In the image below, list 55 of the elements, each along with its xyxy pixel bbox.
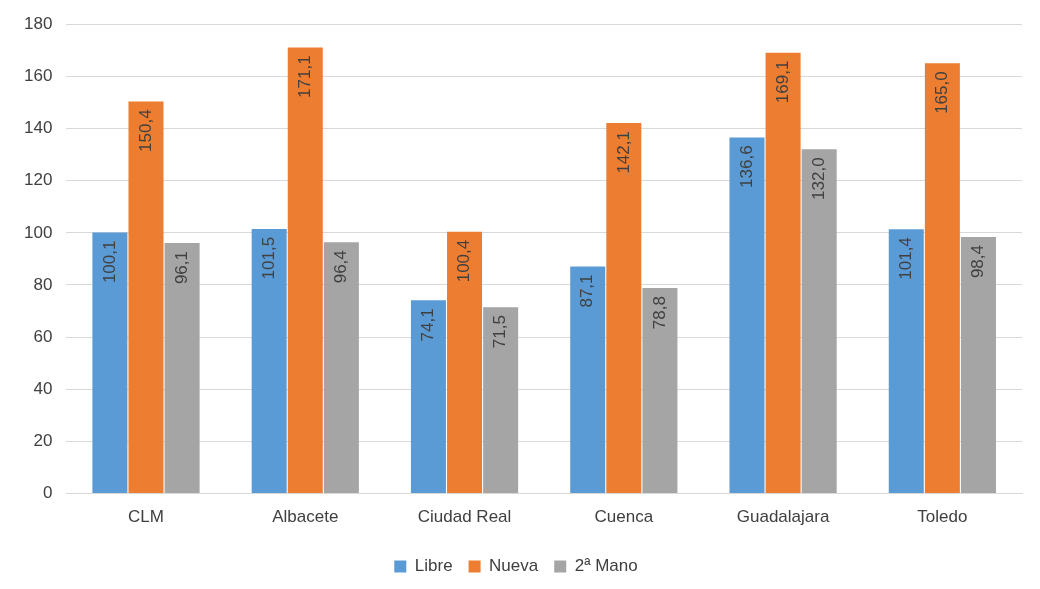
bar xyxy=(960,237,996,494)
bar xyxy=(888,229,924,494)
data-label: 100,4 xyxy=(454,239,474,283)
y-tick-label: 80 xyxy=(33,274,53,294)
data-label: 71,5 xyxy=(490,315,510,349)
legend-label: Nueva xyxy=(489,556,539,576)
data-label: 150,4 xyxy=(135,109,155,152)
data-label: 96,4 xyxy=(331,250,351,284)
data-label: 136,6 xyxy=(736,145,756,188)
y-tick-label: 140 xyxy=(23,118,53,138)
bar xyxy=(410,300,446,494)
data-label: 101,4 xyxy=(895,237,915,280)
bar xyxy=(164,242,200,494)
y-tick-label: 120 xyxy=(23,170,53,190)
data-label: 171,1 xyxy=(294,55,314,98)
bar xyxy=(729,137,765,494)
bar xyxy=(801,149,837,494)
y-tick-label: 20 xyxy=(33,431,53,451)
legend-label: 2ª Mano xyxy=(574,556,638,576)
x-tick-label: Albacete xyxy=(272,507,339,527)
y-tick-label: 60 xyxy=(33,326,53,346)
legend-label: Libre xyxy=(414,556,453,576)
x-tick-label: Cuenca xyxy=(594,507,654,527)
data-label: 142,1 xyxy=(613,131,633,174)
data-label: 101,5 xyxy=(258,236,278,280)
data-label: 165,0 xyxy=(932,71,952,114)
y-tick-label: 180 xyxy=(23,13,53,33)
x-tick-label: Ciudad Real xyxy=(417,507,512,527)
y-tick-label: 0 xyxy=(42,483,53,503)
bar xyxy=(642,288,678,494)
x-tick-label: CLM xyxy=(128,507,164,527)
data-label: 169,1 xyxy=(772,60,792,104)
bar xyxy=(251,228,287,494)
bar xyxy=(924,63,960,494)
data-label: 98,4 xyxy=(968,244,988,279)
data-label: 78,8 xyxy=(649,296,669,330)
y-tick-label: 160 xyxy=(23,66,53,86)
data-label: 87,1 xyxy=(577,274,597,308)
bar xyxy=(92,232,128,494)
data-label: 132,0 xyxy=(808,157,828,200)
bar xyxy=(606,123,642,494)
bar xyxy=(570,266,606,494)
bar xyxy=(128,101,164,494)
bar xyxy=(323,242,359,494)
x-tick-label: Toledo xyxy=(917,507,968,527)
bar xyxy=(765,52,801,494)
bar xyxy=(447,231,483,494)
data-label: 74,1 xyxy=(418,308,438,342)
y-tick-label: 40 xyxy=(33,378,53,398)
data-label: 96,1 xyxy=(171,250,191,285)
y-tick-label: 100 xyxy=(23,222,53,242)
bar xyxy=(483,307,519,494)
data-label: 100,1 xyxy=(99,240,119,284)
bar xyxy=(287,47,323,494)
x-tick-label: Guadalajara xyxy=(736,507,830,527)
